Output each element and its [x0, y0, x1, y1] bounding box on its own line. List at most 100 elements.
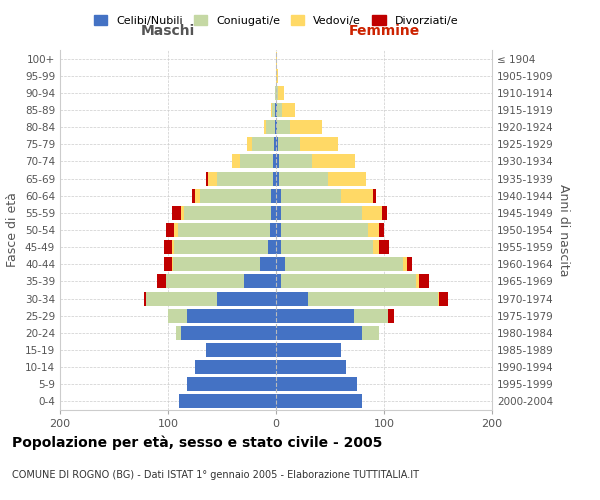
Bar: [403, 258, 407, 272]
Bar: [276, 68, 278, 82]
Bar: [184, 206, 271, 220]
Bar: [166, 274, 244, 288]
Bar: [276, 138, 278, 151]
Bar: [264, 120, 266, 134]
Bar: [146, 292, 217, 306]
Bar: [192, 188, 195, 202]
Bar: [266, 120, 275, 134]
Bar: [260, 258, 276, 272]
Bar: [181, 326, 276, 340]
Bar: [206, 343, 276, 357]
Bar: [168, 308, 187, 322]
Bar: [373, 240, 379, 254]
Bar: [276, 274, 281, 288]
Bar: [187, 308, 276, 322]
Bar: [244, 274, 276, 288]
Legend: Celibi/Nubili, Coniugati/e, Vedovi/e, Divorziati/e: Celibi/Nubili, Coniugati/e, Vedovi/e, Di…: [89, 10, 463, 30]
Bar: [271, 188, 276, 202]
Bar: [144, 292, 146, 306]
Bar: [281, 274, 416, 288]
Text: Maschi: Maschi: [141, 24, 195, 38]
Bar: [419, 274, 430, 288]
Bar: [279, 154, 311, 168]
Bar: [311, 154, 355, 168]
Y-axis label: Anni di nascita: Anni di nascita: [557, 184, 570, 276]
Bar: [278, 138, 300, 151]
Bar: [164, 240, 172, 254]
Bar: [176, 326, 181, 340]
Bar: [300, 138, 338, 151]
Text: COMUNE DI ROGNO (BG) - Dati ISTAT 1° gennaio 2005 - Elaborazione TUTTITALIA.IT: COMUNE DI ROGNO (BG) - Dati ISTAT 1° gen…: [12, 470, 419, 480]
Bar: [195, 360, 276, 374]
Bar: [175, 240, 268, 254]
Bar: [276, 172, 279, 185]
Bar: [284, 258, 403, 272]
Bar: [172, 206, 181, 220]
Bar: [276, 120, 277, 134]
Bar: [276, 52, 277, 66]
Bar: [281, 206, 362, 220]
Text: Femmine: Femmine: [349, 24, 419, 38]
Text: Popolazione per età, sesso e stato civile - 2005: Popolazione per età, sesso e stato civil…: [12, 435, 382, 450]
Bar: [178, 223, 269, 237]
Bar: [388, 308, 394, 322]
Bar: [271, 103, 272, 117]
Bar: [273, 154, 276, 168]
Bar: [271, 206, 276, 220]
Bar: [373, 188, 376, 202]
Bar: [217, 172, 273, 185]
Bar: [175, 223, 178, 237]
Y-axis label: Fasce di età: Fasce di età: [7, 192, 19, 268]
Bar: [166, 223, 175, 237]
Bar: [276, 360, 346, 374]
Bar: [328, 172, 365, 185]
Bar: [276, 378, 357, 392]
Bar: [217, 292, 276, 306]
Bar: [379, 240, 389, 254]
Bar: [268, 240, 276, 254]
Bar: [354, 308, 388, 322]
Bar: [281, 223, 368, 237]
Bar: [407, 258, 412, 272]
Bar: [173, 258, 260, 272]
Bar: [195, 188, 200, 202]
Bar: [269, 223, 276, 237]
Bar: [275, 120, 276, 134]
Bar: [382, 206, 387, 220]
Bar: [200, 188, 271, 202]
Bar: [208, 172, 217, 185]
Bar: [273, 172, 276, 185]
Bar: [272, 103, 275, 117]
Bar: [241, 154, 273, 168]
Bar: [362, 326, 379, 340]
Bar: [206, 172, 208, 185]
Bar: [172, 258, 173, 272]
Bar: [181, 206, 184, 220]
Bar: [164, 258, 172, 272]
Bar: [187, 378, 276, 392]
Bar: [368, 223, 379, 237]
Bar: [279, 172, 328, 185]
Bar: [276, 343, 341, 357]
Bar: [276, 258, 284, 272]
Bar: [362, 206, 382, 220]
Bar: [290, 120, 322, 134]
Bar: [276, 308, 354, 322]
Bar: [416, 274, 419, 288]
Bar: [341, 188, 373, 202]
Bar: [275, 103, 276, 117]
Bar: [276, 206, 281, 220]
Bar: [276, 188, 281, 202]
Bar: [276, 326, 362, 340]
Bar: [157, 274, 166, 288]
Bar: [276, 394, 362, 408]
Bar: [277, 103, 283, 117]
Bar: [172, 240, 175, 254]
Bar: [438, 292, 439, 306]
Bar: [439, 292, 448, 306]
Bar: [276, 292, 308, 306]
Bar: [278, 86, 284, 100]
Bar: [247, 138, 252, 151]
Bar: [276, 154, 279, 168]
Bar: [277, 120, 290, 134]
